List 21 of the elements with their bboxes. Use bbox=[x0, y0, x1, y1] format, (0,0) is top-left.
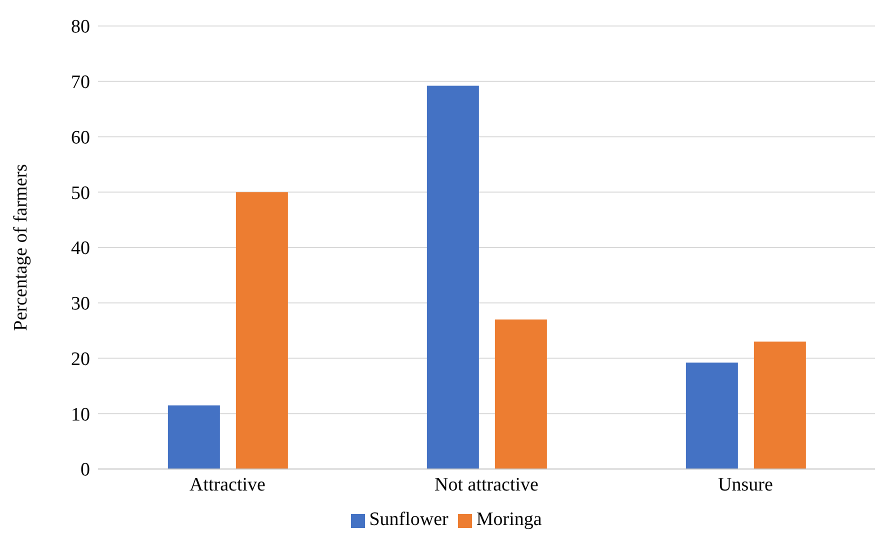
y-axis-title: Percentage of farmers bbox=[10, 164, 32, 331]
y-tick-label: 80 bbox=[71, 16, 90, 38]
x-tick-label: Not attractive bbox=[434, 474, 538, 496]
y-tick-label: 20 bbox=[71, 348, 90, 370]
legend-label: Moringa bbox=[476, 509, 542, 530]
y-tick-label: 30 bbox=[71, 294, 90, 315]
x-tick-label: Unsure bbox=[718, 474, 773, 496]
bar bbox=[494, 319, 547, 469]
x-tick-label: Attractive bbox=[190, 474, 266, 496]
bar bbox=[754, 342, 806, 469]
y-tick-label: 50 bbox=[71, 182, 90, 204]
y-tick-label: 10 bbox=[71, 404, 90, 426]
y-tick-label: 60 bbox=[71, 127, 90, 148]
legend-label: Sunflower bbox=[369, 509, 448, 530]
bar bbox=[426, 86, 479, 469]
bar bbox=[686, 362, 738, 469]
y-tick-label: 0 bbox=[80, 460, 90, 481]
y-tick-label: 70 bbox=[71, 72, 90, 94]
bar bbox=[168, 405, 220, 469]
bar bbox=[236, 192, 288, 469]
y-tick-label: 40 bbox=[71, 238, 90, 260]
